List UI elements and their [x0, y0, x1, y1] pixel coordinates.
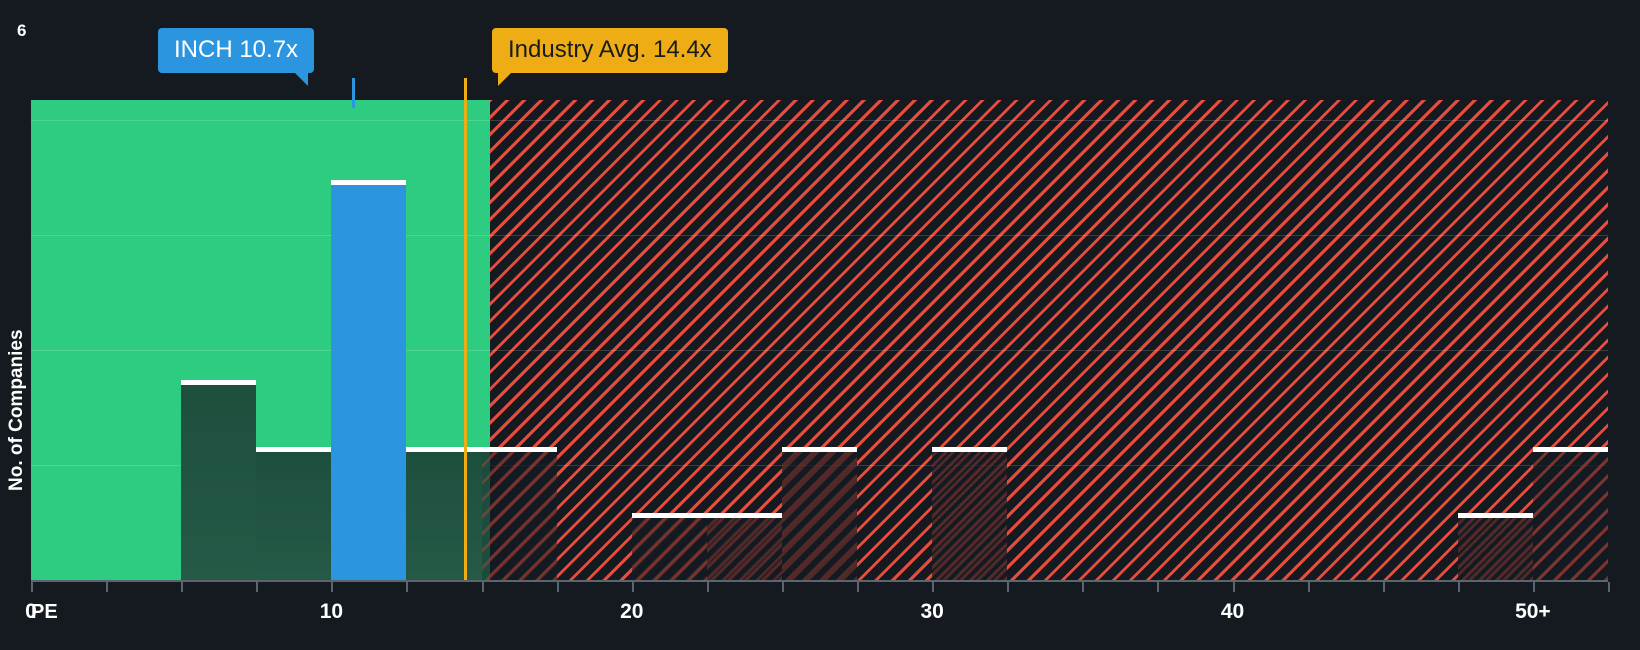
- x-axis-tick: [256, 582, 259, 592]
- bar-cap: [706, 513, 782, 519]
- x-axis-tick: [1532, 582, 1535, 592]
- bar-cap: [1532, 446, 1608, 452]
- bar-cap: [406, 446, 482, 452]
- bar-cap: [331, 180, 407, 185]
- x-axis-tick: [781, 582, 784, 592]
- x-axis-tick: [406, 582, 409, 592]
- bar[interactable]: [631, 513, 707, 580]
- callout-industry-average-tail: [498, 72, 512, 86]
- bar[interactable]: [256, 446, 332, 580]
- bar-cap: [932, 446, 1008, 452]
- bar[interactable]: [1457, 513, 1533, 580]
- gridline-4p5: [31, 235, 1608, 236]
- x-axis-tick: [1082, 582, 1085, 592]
- bar-body: [631, 518, 707, 580]
- x-axis-tick: [556, 582, 559, 592]
- bar-cap: [781, 446, 858, 452]
- callout-company-label: INCH 10.7x: [174, 36, 299, 63]
- marker-line-industry-average: [463, 78, 467, 580]
- plot-area: [31, 100, 1608, 580]
- bar[interactable]: [481, 446, 557, 580]
- x-axis-tick: [331, 582, 334, 592]
- zone-overvalued: [490, 100, 1608, 580]
- bar[interactable]: [932, 446, 1008, 580]
- gridline-6: [31, 120, 1608, 121]
- bar[interactable]: [406, 446, 482, 580]
- bar-company-highlight[interactable]: [331, 180, 407, 580]
- bar-body: [406, 451, 482, 580]
- gridline-3: [31, 350, 1608, 351]
- bar-body: [1532, 451, 1608, 580]
- bar[interactable]: [781, 446, 858, 580]
- bar[interactable]: [706, 513, 782, 580]
- x-axis-tick: [31, 582, 33, 592]
- x-axis-title: PE: [31, 601, 58, 623]
- bar-cap: [631, 513, 707, 519]
- x-axis-tick: [932, 582, 935, 592]
- callout-industry-average[interactable]: Industry Avg. 14.4x: [492, 28, 728, 86]
- y-axis-title: No. of Companies: [6, 329, 27, 491]
- x-axis-tick: [481, 582, 484, 592]
- x-axis-tick-label: 0: [25, 600, 37, 623]
- bar[interactable]: [181, 380, 257, 580]
- bar-body: [481, 451, 557, 580]
- bar-cap: [1457, 513, 1533, 519]
- x-axis-tick-label: 30: [920, 600, 944, 623]
- x-axis-tick-label: 10: [319, 600, 344, 623]
- bar-body: [331, 185, 407, 580]
- bar-body: [181, 385, 257, 580]
- bar-cap: [481, 446, 557, 452]
- x-axis-tick: [631, 582, 634, 592]
- x-axis-tick-label: 40: [1220, 600, 1245, 623]
- x-axis-tick: [1232, 582, 1235, 592]
- callout-company[interactable]: INCH 10.7x: [158, 28, 315, 86]
- x-axis-tick-label: 20: [620, 600, 644, 623]
- x-axis-tick: [1007, 582, 1010, 592]
- x-axis-tick: [181, 582, 184, 592]
- bar-body: [781, 451, 858, 580]
- x-axis-tick: [106, 582, 109, 592]
- x-axis-tick: [1457, 582, 1460, 592]
- x-axis-tick: [1382, 582, 1385, 592]
- bar-cap: [256, 446, 332, 452]
- bar-body: [932, 451, 1008, 580]
- callout-industry-average-label: Industry Avg. 14.4x: [508, 36, 712, 63]
- bar-body: [706, 518, 782, 580]
- x-axis-tick: [857, 582, 860, 592]
- bar-cap: [181, 380, 257, 385]
- bar[interactable]: [1532, 446, 1608, 580]
- bar-body: [256, 451, 332, 580]
- bar-body: [1457, 518, 1533, 580]
- x-axis-tick: [1307, 582, 1310, 592]
- x-axis-tick: [1157, 582, 1160, 592]
- x-axis-line: [31, 580, 1608, 582]
- x-axis-tick: [1608, 582, 1610, 592]
- y-axis-max-label: 6: [17, 21, 27, 40]
- x-axis-tick-label: 50+: [1515, 600, 1551, 623]
- callout-company-tail: [294, 72, 309, 86]
- marker-line-company: [352, 78, 356, 108]
- x-axis-tick: [706, 582, 709, 592]
